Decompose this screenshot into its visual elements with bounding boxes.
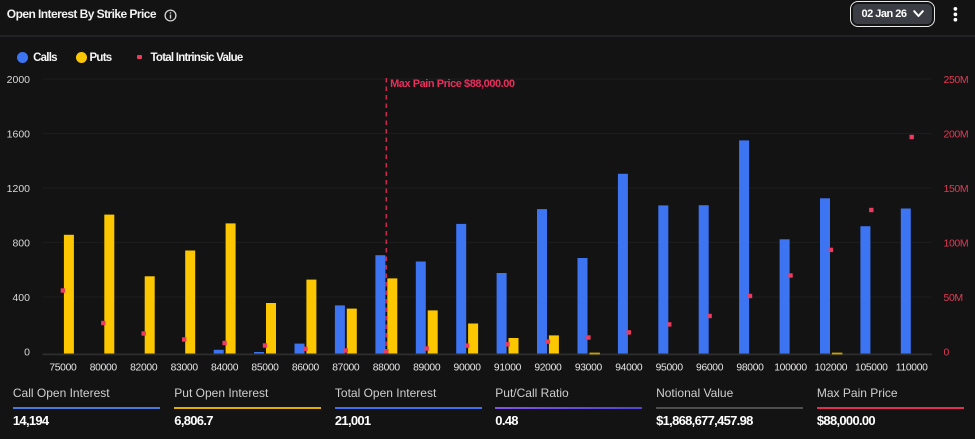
svg-text:800: 800	[12, 238, 30, 250]
svg-text:Max Pain Price $88,000.00: Max Pain Price $88,000.00	[390, 78, 515, 90]
svg-text:82000: 82000	[130, 363, 158, 374]
svg-text:200M: 200M	[944, 129, 969, 141]
svg-text:96000: 96000	[696, 363, 724, 374]
svg-text:1200: 1200	[7, 183, 31, 195]
svg-text:83000: 83000	[171, 363, 199, 374]
svg-text:0: 0	[944, 347, 950, 359]
svg-text:105000: 105000	[855, 363, 888, 374]
svg-text:100000: 100000	[774, 363, 807, 374]
svg-text:1600: 1600	[7, 129, 31, 141]
svg-text:95000: 95000	[656, 363, 684, 374]
svg-text:94000: 94000	[615, 363, 643, 374]
svg-text:0: 0	[24, 347, 30, 359]
svg-text:102000: 102000	[815, 363, 848, 374]
svg-text:250M: 250M	[944, 74, 969, 86]
svg-text:89000: 89000	[413, 363, 441, 374]
svg-text:80000: 80000	[90, 363, 118, 374]
svg-text:88000: 88000	[373, 363, 401, 374]
svg-text:92000: 92000	[534, 363, 562, 374]
svg-text:93000: 93000	[575, 363, 603, 374]
svg-text:150M: 150M	[944, 183, 969, 195]
svg-text:110000: 110000	[896, 363, 928, 374]
svg-text:75000: 75000	[49, 363, 77, 374]
svg-text:2000: 2000	[7, 74, 31, 86]
svg-text:87000: 87000	[332, 363, 360, 374]
svg-text:85000: 85000	[251, 363, 279, 374]
svg-text:400: 400	[12, 292, 30, 304]
svg-text:50M: 50M	[944, 292, 963, 304]
svg-text:91000: 91000	[494, 363, 522, 374]
svg-text:86000: 86000	[292, 363, 320, 374]
svg-text:100M: 100M	[944, 238, 969, 250]
svg-text:90000: 90000	[454, 363, 482, 374]
svg-text:84000: 84000	[211, 363, 239, 374]
svg-text:98000: 98000	[736, 363, 764, 374]
